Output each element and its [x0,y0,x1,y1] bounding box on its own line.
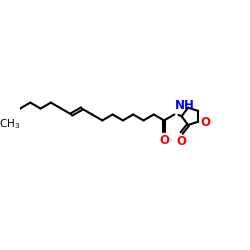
Text: O: O [159,134,169,147]
Text: CH$_3$: CH$_3$ [0,118,20,131]
Text: NH: NH [175,99,195,112]
Text: O: O [176,135,186,148]
Text: O: O [200,116,210,129]
